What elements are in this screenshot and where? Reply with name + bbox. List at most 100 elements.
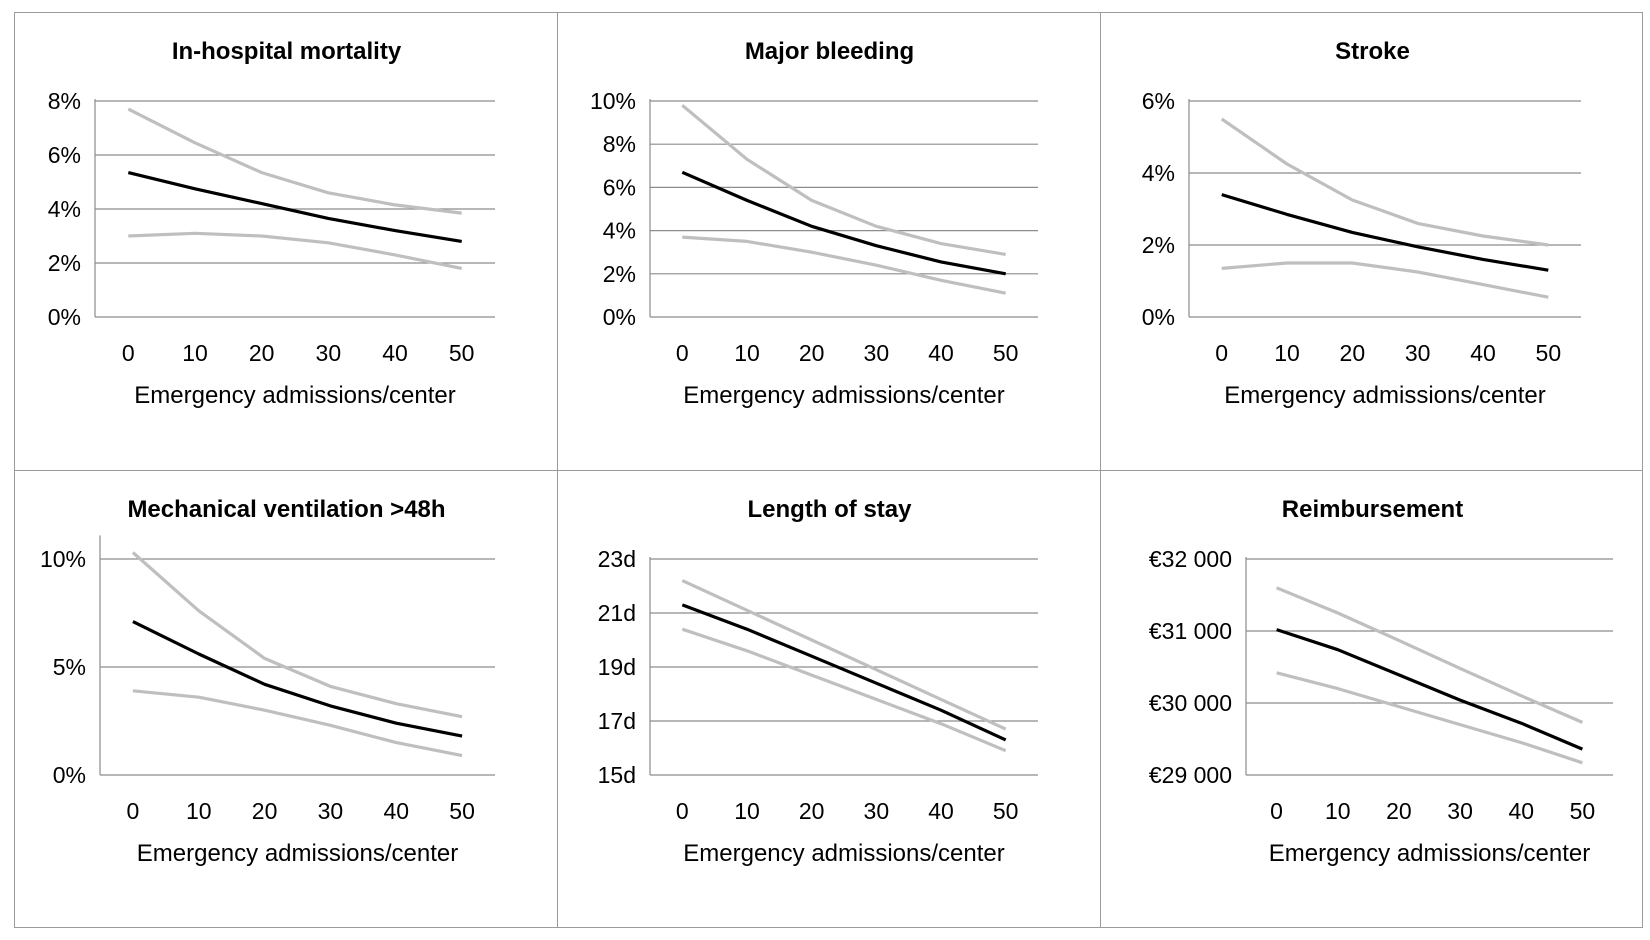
series-line-upper (681, 579, 1007, 731)
series-line-lower (128, 231, 463, 270)
x-tick-label: 0 (1270, 798, 1283, 824)
x-tick-label: 50 (449, 798, 475, 824)
y-tick-label: 0% (603, 304, 636, 330)
y-tick-label: 2% (48, 250, 81, 276)
y-tick-label: 0% (53, 762, 86, 788)
x-tick-label: 20 (1386, 798, 1412, 824)
y-tick-label: 10% (590, 88, 636, 114)
series-line-estimate (681, 170, 1006, 276)
x-tick-label: 40 (928, 798, 954, 824)
chart-panel-major-bleeding: Major bleeding 0% 2% 4% 6% 8% 10% 0 10 20 30 40 50 Em… (557, 12, 1101, 471)
x-tick-label: 10 (186, 798, 212, 824)
y-tick-label: €32 000 (1149, 546, 1232, 572)
series-line-lower (132, 689, 463, 758)
x-tick-label: 50 (1570, 798, 1596, 824)
series-line-lower (1221, 261, 1549, 299)
x-tick-label: 30 (316, 340, 342, 366)
x-tick-label: 40 (382, 340, 408, 366)
chart-title: Major bleeding (745, 38, 914, 65)
x-tick-label: 10 (1274, 340, 1300, 366)
y-tick-label: 6% (48, 142, 81, 168)
x-tick-label: 20 (1340, 340, 1366, 366)
chart-svg: Mechanical ventilation >48h 0% 5% 10% 0 10 20 3… (40, 496, 495, 867)
y-tick-label: 15d (598, 762, 636, 788)
y-tick-label: 4% (48, 196, 81, 222)
series-line-upper (131, 551, 463, 719)
x-tick-label: 50 (1536, 340, 1562, 366)
x-tick-label: 30 (864, 798, 890, 824)
chart-title: Stroke (1335, 38, 1410, 65)
chart-title: In-hospital mortality (172, 38, 402, 65)
chart-panel-stroke: Stroke 0% 2% 4% 6% 0 10 20 30 40 50 Emergency admis… (1100, 12, 1643, 471)
x-tick-label: 0 (1215, 340, 1228, 366)
y-tick-label: 5% (53, 654, 86, 680)
figure-grid: In-hospital mortality 0% 2% 4% 6% 8% 0 10 20 30 40… (14, 12, 1644, 928)
chart-svg: Reimbursement €29 000 €30 000 €31 000 €32 00… (1149, 496, 1613, 867)
chart-svg: In-hospital mortality 0% 2% 4% 6% 8% 0 10 20 30 40… (48, 38, 495, 409)
x-tick-label: 40 (1508, 798, 1534, 824)
x-axis-label: Emergency admissions/center (683, 840, 1004, 867)
chart-svg: Length of stay 15d 17d 19d 21d 23d 0 10 20 30 40 50… (598, 496, 1038, 867)
series-line-lower (682, 235, 1007, 295)
x-tick-label: 30 (1447, 798, 1473, 824)
y-tick-label: 6% (603, 174, 636, 200)
x-tick-label: 20 (799, 340, 825, 366)
series-line-lower (681, 627, 1007, 753)
y-tick-label: 0% (1142, 304, 1175, 330)
x-tick-label: 30 (1405, 340, 1431, 366)
x-tick-label: 0 (122, 340, 135, 366)
series-line-estimate (132, 620, 463, 738)
x-tick-label: 40 (383, 798, 409, 824)
series-line-upper (1220, 117, 1549, 247)
x-axis-label: Emergency admissions/center (137, 840, 458, 867)
x-tick-label: 40 (928, 340, 954, 366)
x-tick-label: 10 (734, 340, 760, 366)
chart-panel-in-hospital-mortality: In-hospital mortality 0% 2% 4% 6% 8% 0 10 20 30 40… (14, 12, 558, 471)
series-line-upper (681, 104, 1006, 256)
x-axis-label: Emergency admissions/center (1224, 382, 1545, 409)
y-tick-label: €30 000 (1149, 690, 1232, 716)
x-tick-label: 10 (182, 340, 208, 366)
x-tick-label: 50 (993, 798, 1019, 824)
y-tick-label: €29 000 (1149, 762, 1232, 788)
x-axis-label: Emergency admissions/center (683, 382, 1004, 409)
series-line-estimate (1221, 193, 1549, 272)
x-tick-label: 20 (249, 340, 275, 366)
chart-panel-mechanical-ventilation-48h: Mechanical ventilation >48h 0% 5% 10% 0 10 20 3… (14, 470, 558, 928)
y-tick-label: 0% (48, 304, 81, 330)
y-tick-label: 4% (1142, 160, 1175, 186)
chart-title: Length of stay (747, 496, 912, 523)
x-tick-label: 50 (993, 340, 1019, 366)
series-line-upper (1275, 586, 1584, 724)
x-axis-label: Emergency admissions/center (134, 382, 455, 409)
y-tick-label: 8% (48, 88, 81, 114)
series-line-upper (127, 107, 462, 215)
series-line-lower (1276, 671, 1583, 765)
x-tick-label: 10 (734, 798, 760, 824)
chart-svg: Stroke 0% 2% 4% 6% 0 10 20 30 40 50 Emergency admis… (1142, 38, 1581, 409)
x-tick-label: 0 (676, 340, 689, 366)
chart-title: Reimbursement (1282, 496, 1463, 523)
x-tick-label: 20 (799, 798, 825, 824)
y-tick-label: 23d (598, 546, 636, 572)
y-tick-label: 10% (40, 546, 86, 572)
y-tick-label: 19d (598, 654, 636, 680)
x-tick-label: 50 (449, 340, 475, 366)
y-tick-label: 2% (1142, 232, 1175, 258)
x-tick-label: 30 (864, 340, 890, 366)
y-tick-label: 2% (603, 261, 636, 287)
x-tick-label: 20 (252, 798, 278, 824)
y-tick-label: 4% (603, 218, 636, 244)
chart-panel-reimbursement: Reimbursement €29 000 €30 000 €31 000 €32 00… (1100, 470, 1643, 928)
y-tick-label: 8% (603, 131, 636, 157)
x-tick-label: 0 (676, 798, 689, 824)
y-tick-label: 6% (1142, 88, 1175, 114)
x-axis-label: Emergency admissions/center (1269, 840, 1590, 867)
x-tick-label: 30 (318, 798, 344, 824)
y-tick-label: 17d (598, 708, 636, 734)
y-tick-label: 21d (598, 600, 636, 626)
series-line-estimate (681, 603, 1007, 742)
chart-panel-length-of-stay: Length of stay 15d 17d 19d 21d 23d 0 10 20 30 40 50… (557, 470, 1101, 928)
series-line-estimate (1276, 628, 1584, 751)
x-tick-label: 40 (1470, 340, 1496, 366)
